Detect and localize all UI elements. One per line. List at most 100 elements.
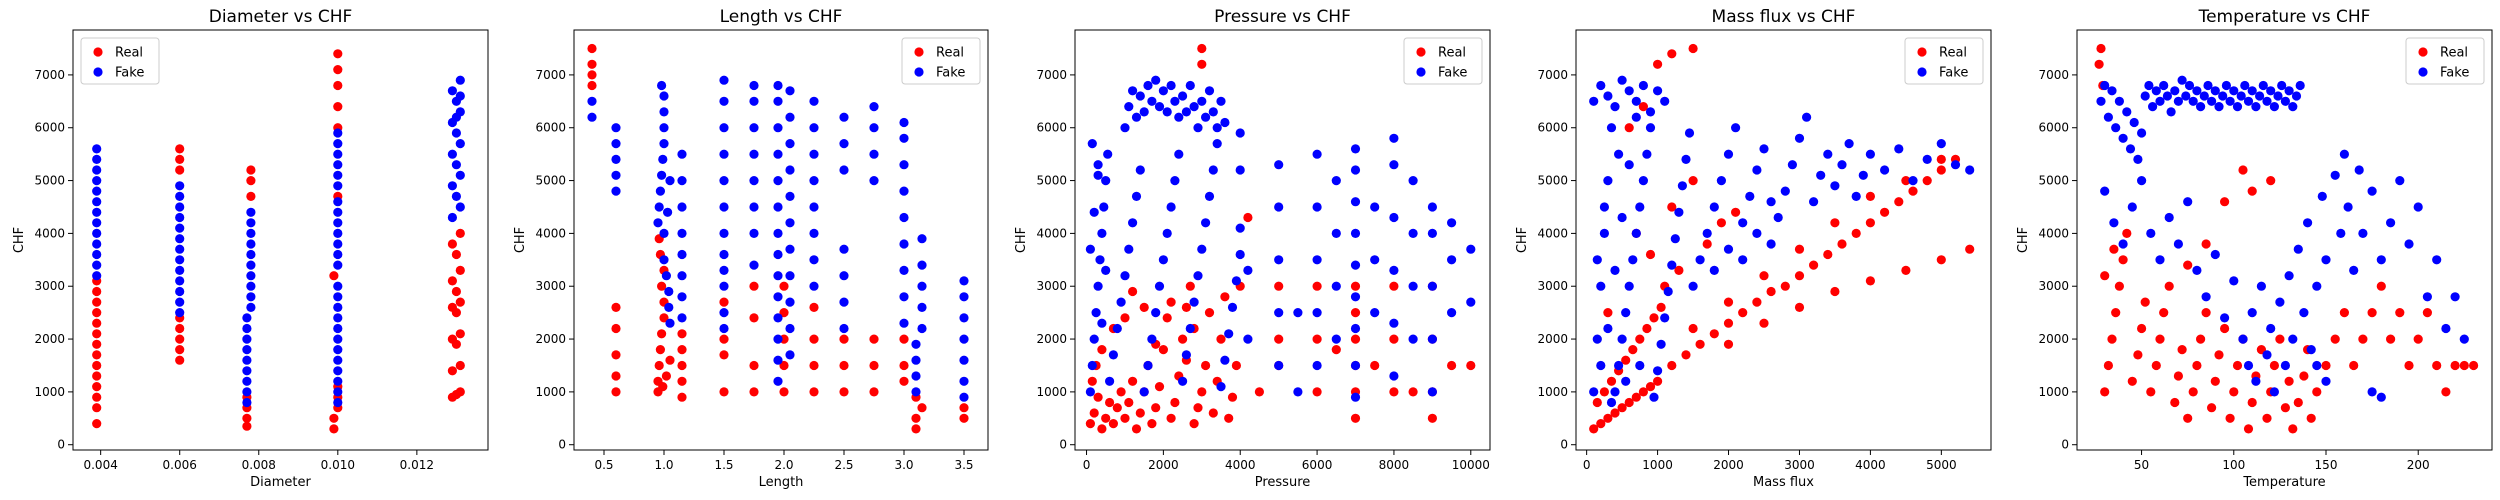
point-fake [2255,91,2265,101]
point-fake [773,249,783,260]
point-real [333,49,343,59]
point-real [869,387,879,397]
point-fake [1858,170,1868,180]
chart-title: Pressure vs CHF [1214,7,1351,27]
point-real [2280,403,2290,413]
point-real [1723,318,1734,328]
y-tick-label: 5000 [535,174,566,188]
point-real [246,176,256,186]
x-tick-label: 3000 [1784,458,1815,472]
point-fake [1466,244,1476,254]
point-fake [657,170,667,180]
y-tick-label: 0 [2061,438,2069,452]
point-real [2155,334,2165,344]
legend-label-real: Real [936,46,964,61]
point-fake [2273,91,2283,101]
points-group [1589,43,1975,434]
point-fake [659,123,669,133]
point-fake [658,154,668,164]
point-real [1243,212,1253,223]
point-real [1197,387,1207,397]
x-tick-label: 5000 [1926,458,1957,472]
point-real [333,65,343,75]
point-fake [773,228,783,238]
point-real [657,281,667,291]
point-fake [175,297,185,307]
point-real [1635,334,1645,344]
point-fake [899,292,909,302]
point-fake [1823,149,1833,159]
point-real [1674,265,1684,275]
point-fake [1653,86,1663,96]
point-real [2284,376,2294,386]
point-fake [1794,133,1805,143]
point-fake [2358,228,2368,238]
point-fake [1189,102,1199,112]
point-fake [1101,176,1111,186]
point-fake [911,355,921,365]
point-fake [869,102,879,112]
point-fake [2284,271,2294,281]
point-fake [2299,308,2309,318]
point-real [899,334,909,344]
point-fake [1408,334,1418,344]
point-fake [785,112,795,122]
y-tick-label: 2000 [1036,332,1067,346]
chart-title: Mass flux vs CHF [1712,7,1856,27]
point-real [959,413,969,423]
point-real [2114,281,2124,291]
point-real [1151,403,1161,413]
axes-frame [1575,29,1992,451]
point-fake [959,392,969,402]
y-axis-label: CHF [12,227,27,253]
point-real [92,308,102,318]
x-tick-label: 150 [2315,458,2338,472]
point-real [1638,102,1648,112]
point-fake [1220,117,1230,128]
point-fake [1087,139,1097,149]
point-fake [1099,202,1109,212]
point-fake [1667,260,1677,270]
point-real [2127,376,2137,386]
point-fake [1193,123,1203,133]
point-fake [1631,112,1641,122]
point-real [2146,387,2156,397]
point-fake [2151,86,2161,96]
point-real [719,350,729,360]
point-fake [1645,107,1656,117]
point-fake [587,112,597,122]
point-fake [92,207,102,217]
point-fake [719,281,729,291]
point-fake [2162,91,2172,101]
point-real [1759,318,1769,328]
point-real [809,334,819,344]
point-real [1621,355,1631,365]
point-fake [1093,160,1103,170]
x-tick-label: 8000 [1379,458,1410,472]
point-real [1108,419,1118,429]
point-real [611,302,621,312]
point-real [2349,360,2359,371]
point-fake [1312,149,1322,159]
legend-marker-real [93,47,103,57]
point-fake [917,260,927,270]
point-real [2232,360,2243,371]
point-fake [455,170,465,180]
point-fake [175,191,185,201]
point-fake [809,228,819,238]
point-real [611,371,621,381]
point-real [1097,424,1107,434]
point-real [2109,244,2119,254]
point-real [2177,345,2187,355]
point-real [1447,360,1457,371]
point-fake [1447,218,1457,228]
point-fake [899,212,909,223]
point-real [2170,397,2180,408]
point-real [2137,323,2147,334]
point-fake [959,334,969,344]
point-fake [2422,292,2432,302]
point-fake [2256,281,2266,291]
point-fake [1093,281,1103,291]
point-fake [1089,207,1099,217]
point-fake [1350,197,1361,207]
